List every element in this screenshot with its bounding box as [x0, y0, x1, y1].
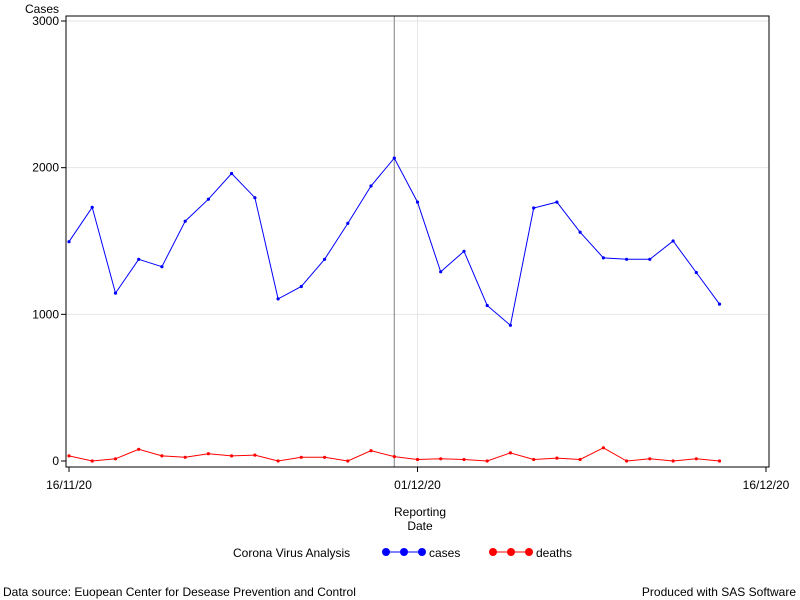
data-point-cases: [462, 249, 466, 253]
data-point-cases: [601, 256, 606, 260]
data-point-cases: [532, 206, 536, 210]
data-point-cases: [415, 200, 420, 204]
legend-marker-cases: [418, 548, 426, 556]
data-point-deaths: [625, 459, 629, 463]
data-point-deaths: [369, 449, 373, 453]
data-point-deaths: [230, 454, 234, 458]
y-tick-label: 2000: [32, 161, 59, 175]
data-point-deaths: [137, 447, 141, 451]
data-point-deaths: [323, 455, 327, 459]
data-point-cases: [625, 257, 629, 261]
data-point-cases: [369, 184, 373, 188]
data-point-deaths: [299, 455, 303, 459]
data-point-cases: [206, 197, 210, 201]
data-point-deaths: [67, 454, 71, 458]
data-point-deaths: [555, 456, 559, 460]
legend-marker-cases: [400, 548, 408, 556]
data-point-deaths: [578, 457, 582, 462]
data-point-cases: [717, 302, 722, 306]
data-point-deaths: [648, 457, 652, 461]
legend-marker-deaths: [507, 548, 515, 556]
data-point-deaths: [160, 454, 164, 458]
data-point-cases: [694, 270, 698, 275]
x-axis-title-line2: Date: [407, 519, 433, 533]
x-axis-title-line1: Reporting: [394, 505, 446, 519]
x-tick-label: 01/12/20: [394, 478, 441, 492]
data-point-cases: [67, 240, 71, 244]
series: [67, 156, 722, 463]
data-point-deaths: [276, 459, 280, 463]
y-axis-title: Cases: [25, 2, 59, 16]
data-point-deaths: [508, 451, 512, 455]
footer-produced: Produced with SAS Software: [642, 585, 796, 599]
data-point-deaths: [206, 452, 210, 456]
y-tick-label: 3000: [32, 14, 59, 28]
y-tick-label: 0: [52, 454, 59, 468]
data-point-deaths: [113, 457, 118, 461]
grid: [66, 16, 769, 467]
x-tick-label: 16/12/20: [743, 478, 790, 492]
data-point-deaths: [671, 459, 675, 463]
data-point-deaths: [601, 446, 606, 450]
data-point-deaths: [415, 457, 420, 462]
legend: Corona Virus Analysis cases deaths: [233, 546, 572, 560]
axes: 0 1000 2000 3000 16/11/20 01/12/20 16/12/20: [32, 14, 789, 492]
legend-items: cases deaths: [382, 546, 572, 560]
data-point-cases: [299, 284, 303, 289]
data-point-deaths: [253, 453, 257, 457]
data-point-cases: [346, 221, 350, 225]
legend-marker-cases: [382, 548, 390, 556]
data-point-deaths: [346, 459, 350, 463]
legend-label-deaths: deaths: [536, 546, 572, 560]
footer-source: Data source: Euopean Center for Desease …: [3, 585, 356, 599]
data-point-cases: [392, 156, 396, 160]
data-point-cases: [578, 230, 582, 234]
data-point-deaths: [183, 455, 187, 459]
data-point-deaths: [485, 459, 489, 463]
legend-marker-deaths: [525, 548, 533, 556]
data-point-cases: [323, 257, 327, 261]
data-point-deaths: [439, 457, 443, 461]
data-point-cases: [276, 297, 280, 301]
data-point-deaths: [90, 459, 94, 463]
data-point-deaths: [392, 455, 396, 459]
legend-label-cases: cases: [429, 546, 460, 560]
data-point-cases: [253, 196, 257, 200]
legend-marker-deaths: [489, 548, 497, 556]
data-point-cases: [230, 171, 234, 176]
data-point-cases: [160, 265, 164, 269]
data-point-cases: [137, 257, 141, 261]
data-point-cases: [439, 270, 443, 274]
data-point-deaths: [462, 457, 466, 462]
data-point-cases: [90, 205, 94, 209]
y-tick-label: 1000: [32, 307, 59, 321]
data-point-deaths: [717, 459, 722, 463]
data-point-cases: [508, 323, 512, 327]
x-tick-label: 16/11/20: [46, 478, 92, 492]
data-point-cases: [113, 291, 118, 295]
data-point-cases: [485, 303, 489, 308]
legend-title: Corona Virus Analysis: [233, 546, 350, 560]
data-point-cases: [183, 219, 187, 223]
data-point-deaths: [532, 457, 536, 462]
data-point-deaths: [694, 457, 698, 461]
data-point-cases: [648, 257, 652, 261]
data-point-cases: [671, 239, 675, 243]
data-point-cases: [555, 200, 559, 204]
